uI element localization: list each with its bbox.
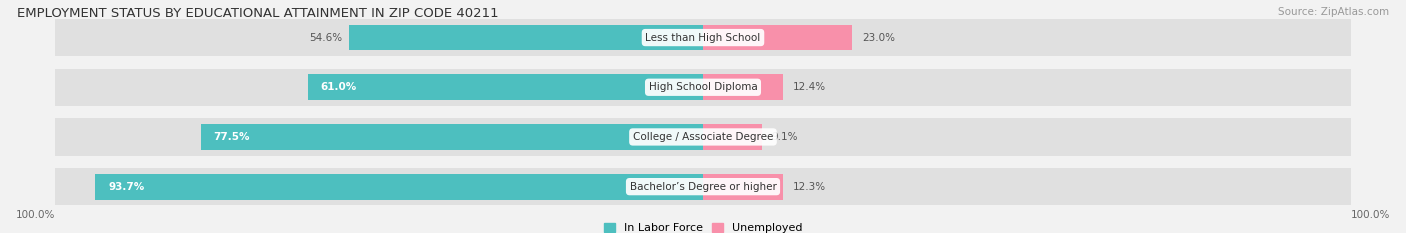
Bar — [703, 25, 852, 51]
Bar — [349, 25, 703, 51]
Text: Bachelor’s Degree or higher: Bachelor’s Degree or higher — [630, 182, 776, 192]
Text: 77.5%: 77.5% — [214, 132, 250, 142]
Bar — [703, 19, 1351, 56]
Text: Source: ZipAtlas.com: Source: ZipAtlas.com — [1278, 7, 1389, 17]
Text: 54.6%: 54.6% — [309, 33, 343, 43]
Text: 100.0%: 100.0% — [15, 210, 55, 220]
Bar — [55, 19, 703, 56]
Bar — [703, 168, 1351, 205]
Text: EMPLOYMENT STATUS BY EDUCATIONAL ATTAINMENT IN ZIP CODE 40211: EMPLOYMENT STATUS BY EDUCATIONAL ATTAINM… — [17, 7, 499, 20]
Text: 23.0%: 23.0% — [862, 33, 894, 43]
Bar — [703, 74, 783, 100]
Bar — [201, 124, 703, 150]
Bar — [703, 69, 1351, 106]
Bar — [96, 174, 703, 199]
Bar — [55, 168, 703, 205]
Text: High School Diploma: High School Diploma — [648, 82, 758, 92]
Text: 9.1%: 9.1% — [772, 132, 799, 142]
Bar — [55, 118, 703, 156]
Bar — [308, 74, 703, 100]
Bar — [703, 118, 1351, 156]
Text: Less than High School: Less than High School — [645, 33, 761, 43]
Text: 12.4%: 12.4% — [793, 82, 827, 92]
Text: 100.0%: 100.0% — [1351, 210, 1391, 220]
Bar — [55, 69, 703, 106]
Legend: In Labor Force, Unemployed: In Labor Force, Unemployed — [603, 223, 803, 233]
Text: 61.0%: 61.0% — [321, 82, 357, 92]
Bar — [703, 124, 762, 150]
Text: 12.3%: 12.3% — [793, 182, 825, 192]
Text: College / Associate Degree: College / Associate Degree — [633, 132, 773, 142]
Bar — [703, 174, 783, 199]
Text: 93.7%: 93.7% — [108, 182, 145, 192]
